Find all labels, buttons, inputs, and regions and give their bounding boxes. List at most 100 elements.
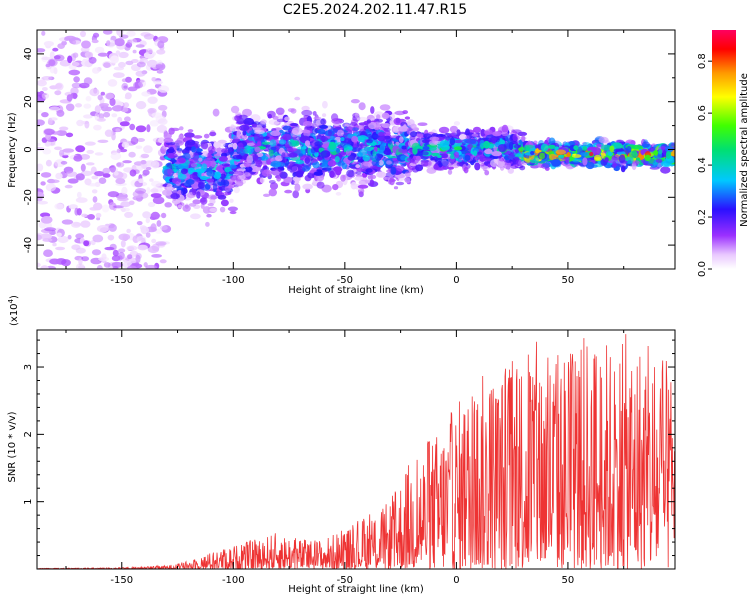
heatmap-cell xyxy=(379,144,386,152)
heatmap-cell xyxy=(41,112,49,118)
heatmap-cell xyxy=(37,234,42,241)
heatmap-cell xyxy=(497,144,507,152)
heatmap-cell xyxy=(244,166,253,172)
heatmap-cell xyxy=(212,108,220,117)
heatmap-cell xyxy=(288,139,296,147)
heatmap-cell xyxy=(262,141,271,145)
heatmap-cell xyxy=(167,152,178,159)
heatmap-cell xyxy=(45,159,52,167)
heatmap-cell xyxy=(188,203,197,207)
heatmap-cell xyxy=(37,262,41,268)
heatmap-cell xyxy=(256,152,264,157)
heatmap-cell xyxy=(212,183,218,192)
heatmap-cell xyxy=(301,105,310,112)
heatmap-cell xyxy=(162,189,172,196)
heatmap-cell xyxy=(121,186,128,195)
heatmap-cell xyxy=(582,146,588,152)
spectrogram-y-ticks: -40 -20 0 20 40 xyxy=(23,29,675,270)
heatmap-cell xyxy=(316,181,325,189)
heatmap-cell xyxy=(304,140,311,147)
heatmap-cell xyxy=(129,38,137,44)
heatmap-cell xyxy=(355,164,361,169)
heatmap-cell xyxy=(160,212,167,219)
heatmap-cell xyxy=(422,139,430,144)
heatmap-cell xyxy=(37,48,46,53)
heatmap-cell xyxy=(70,87,79,95)
heatmap-cell xyxy=(124,211,134,218)
snr-panel: -150 -100 -50 0 50 1 2 3 Height of straight li… xyxy=(7,295,676,595)
heatmap-cell xyxy=(116,30,124,36)
heatmap-cell xyxy=(665,151,671,159)
heatmap-cell xyxy=(304,125,313,130)
heatmap-cell xyxy=(54,90,62,96)
heatmap-cell xyxy=(269,139,277,147)
heatmap-cell xyxy=(282,125,292,131)
heatmap-cell xyxy=(219,173,226,180)
heatmap-cell xyxy=(551,159,561,167)
heatmap-cell xyxy=(451,131,457,137)
heatmap-cell xyxy=(381,112,390,120)
heatmap-cell xyxy=(96,225,109,233)
heatmap-cell xyxy=(343,144,353,152)
heatmap-cell xyxy=(591,147,601,155)
heatmap-cell xyxy=(42,238,53,242)
heatmap-cell xyxy=(229,125,238,132)
heatmap-cell xyxy=(121,142,130,148)
heatmap-cell xyxy=(75,263,85,269)
heatmap-cell xyxy=(232,154,243,160)
heatmap-cell xyxy=(84,120,90,129)
heatmap-cell xyxy=(118,61,126,68)
heatmap-cell xyxy=(120,201,131,208)
heatmap-cell xyxy=(94,152,104,156)
heatmap-cell xyxy=(37,142,41,147)
heatmap-cell xyxy=(209,131,217,137)
heatmap-cell xyxy=(540,143,549,152)
heatmap-cell xyxy=(572,158,581,163)
heatmap-cell xyxy=(47,179,60,184)
heatmap-cell xyxy=(242,130,247,136)
heatmap-cell xyxy=(404,171,411,178)
heatmap-cell xyxy=(166,183,173,191)
heatmap-cell xyxy=(55,83,63,89)
y-tick-label: 3 xyxy=(23,364,34,370)
heatmap-cell xyxy=(607,151,614,157)
heatmap-cell xyxy=(200,203,205,209)
heatmap-cell xyxy=(250,165,261,173)
heatmap-cell xyxy=(519,165,526,171)
heatmap-cell xyxy=(207,203,214,207)
heatmap-cell xyxy=(75,233,85,239)
heatmap-cell xyxy=(67,55,73,64)
heatmap-cell xyxy=(104,246,115,251)
heatmap-cell xyxy=(198,157,203,162)
heatmap-cell xyxy=(132,49,137,54)
heatmap-cell xyxy=(230,105,240,114)
heatmap-cell xyxy=(585,161,595,170)
heatmap-cell xyxy=(331,118,343,124)
heatmap-cell xyxy=(378,159,384,166)
heatmap-cell xyxy=(185,139,196,146)
heatmap-cell xyxy=(263,193,271,197)
heatmap-cell xyxy=(507,154,515,160)
heatmap-cell xyxy=(110,55,119,64)
colorbar-tick-label: 0.0 xyxy=(697,261,708,277)
heatmap-cell xyxy=(351,135,358,143)
heatmap-cell xyxy=(107,191,120,198)
heatmap-cell xyxy=(453,121,460,126)
heatmap-cell xyxy=(422,146,430,151)
heatmap-cell xyxy=(155,241,167,246)
heatmap-cell xyxy=(458,134,467,140)
heatmap-cell xyxy=(196,148,203,153)
heatmap-cell xyxy=(254,129,265,135)
heatmap-cell xyxy=(120,172,128,179)
heatmap-cell xyxy=(143,145,153,154)
heatmap-cell xyxy=(176,147,183,152)
heatmap-cell xyxy=(40,181,46,186)
heatmap-cell xyxy=(37,119,45,126)
heatmap-cell xyxy=(240,133,248,140)
heatmap-cell xyxy=(65,103,75,112)
heatmap-cell xyxy=(37,163,44,172)
heatmap-cell xyxy=(129,123,136,131)
spectrogram-x-ticks: -150 -100 -50 0 50 xyxy=(65,30,625,286)
heatmap-cell xyxy=(104,129,113,137)
heatmap-cell xyxy=(467,143,473,150)
